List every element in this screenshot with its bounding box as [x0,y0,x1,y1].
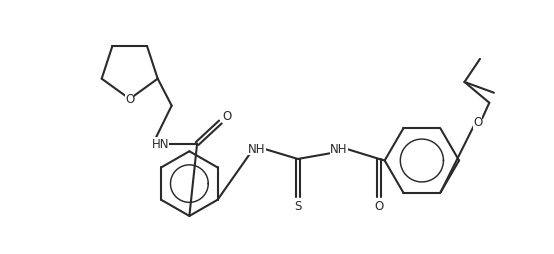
Text: NH: NH [248,143,265,156]
Text: O: O [375,199,384,212]
Text: S: S [294,199,301,212]
Text: HN: HN [152,137,170,150]
Text: O: O [473,116,483,129]
Text: O: O [222,110,231,123]
Text: NH: NH [330,143,348,156]
Text: O: O [125,93,134,106]
